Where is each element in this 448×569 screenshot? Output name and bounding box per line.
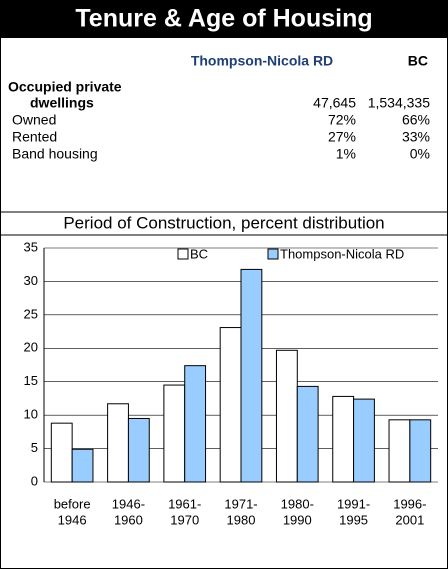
x-tick-label: 1995 — [339, 512, 368, 527]
x-tick-label: before — [54, 496, 91, 511]
cell: 0% — [410, 146, 430, 162]
row-label: Band housing — [12, 146, 98, 162]
bar — [184, 365, 207, 483]
x-tick-label: 1980 — [227, 512, 256, 527]
x-tick-label: 1990 — [283, 512, 312, 527]
x-tick-label: 1996- — [393, 496, 426, 511]
cell: 72% — [328, 112, 356, 128]
bar — [240, 268, 263, 483]
x-tick-label: 1991- — [337, 496, 370, 511]
bar — [409, 419, 432, 483]
bar — [332, 395, 355, 483]
bar — [50, 422, 73, 483]
cell: 66% — [402, 112, 430, 128]
y-tick-label: 30 — [24, 273, 38, 288]
legend-swatch — [177, 248, 189, 260]
x-tick-label: 1970 — [170, 512, 199, 527]
x-tick-label: 1971- — [224, 496, 257, 511]
bar — [353, 398, 375, 483]
y-tick-label: 35 — [24, 239, 38, 254]
row-label: Rented — [12, 129, 57, 145]
y-tick-label: 25 — [24, 306, 38, 321]
column-header: BC — [408, 53, 428, 69]
bar — [296, 385, 319, 483]
chart-title: Period of Construction, percent distribu… — [63, 213, 384, 232]
row-label: dwellings — [30, 95, 94, 111]
x-tick-label: 2001 — [395, 512, 424, 527]
y-tick-label: 5 — [31, 440, 38, 455]
cell: 47,645 — [313, 95, 356, 111]
y-tick-label: 15 — [24, 373, 38, 388]
cell: 27% — [328, 129, 356, 145]
bar — [275, 349, 298, 483]
bar — [388, 419, 411, 483]
x-tick-label: 1980- — [281, 496, 314, 511]
y-tick-label: 20 — [24, 340, 38, 355]
row-label: Occupied private — [8, 79, 122, 95]
bar — [219, 327, 242, 483]
y-tick-label: 10 — [24, 407, 38, 422]
x-tick-label: 1960 — [114, 512, 143, 527]
column-header: Thompson-Nicola RD — [191, 53, 333, 69]
title: Tenure & Age of Housing — [75, 5, 372, 33]
bar — [71, 448, 94, 483]
legend-label: BC — [190, 246, 208, 261]
legend-swatch — [267, 248, 279, 260]
cell: 1,534,335 — [368, 95, 430, 111]
cell: 1% — [336, 146, 356, 162]
y-tick-label: 0 — [31, 473, 38, 488]
x-tick-label: 1961- — [168, 496, 201, 511]
title-band — [0, 0, 448, 38]
bar — [127, 417, 150, 483]
x-tick-label: 1946 — [58, 512, 87, 527]
bar — [163, 384, 186, 483]
legend-label: Thompson-Nicola RD — [280, 246, 404, 261]
row-label: Owned — [12, 112, 56, 128]
bar — [107, 403, 129, 483]
cell: 33% — [402, 129, 430, 145]
x-tick-label: 1946- — [112, 496, 145, 511]
